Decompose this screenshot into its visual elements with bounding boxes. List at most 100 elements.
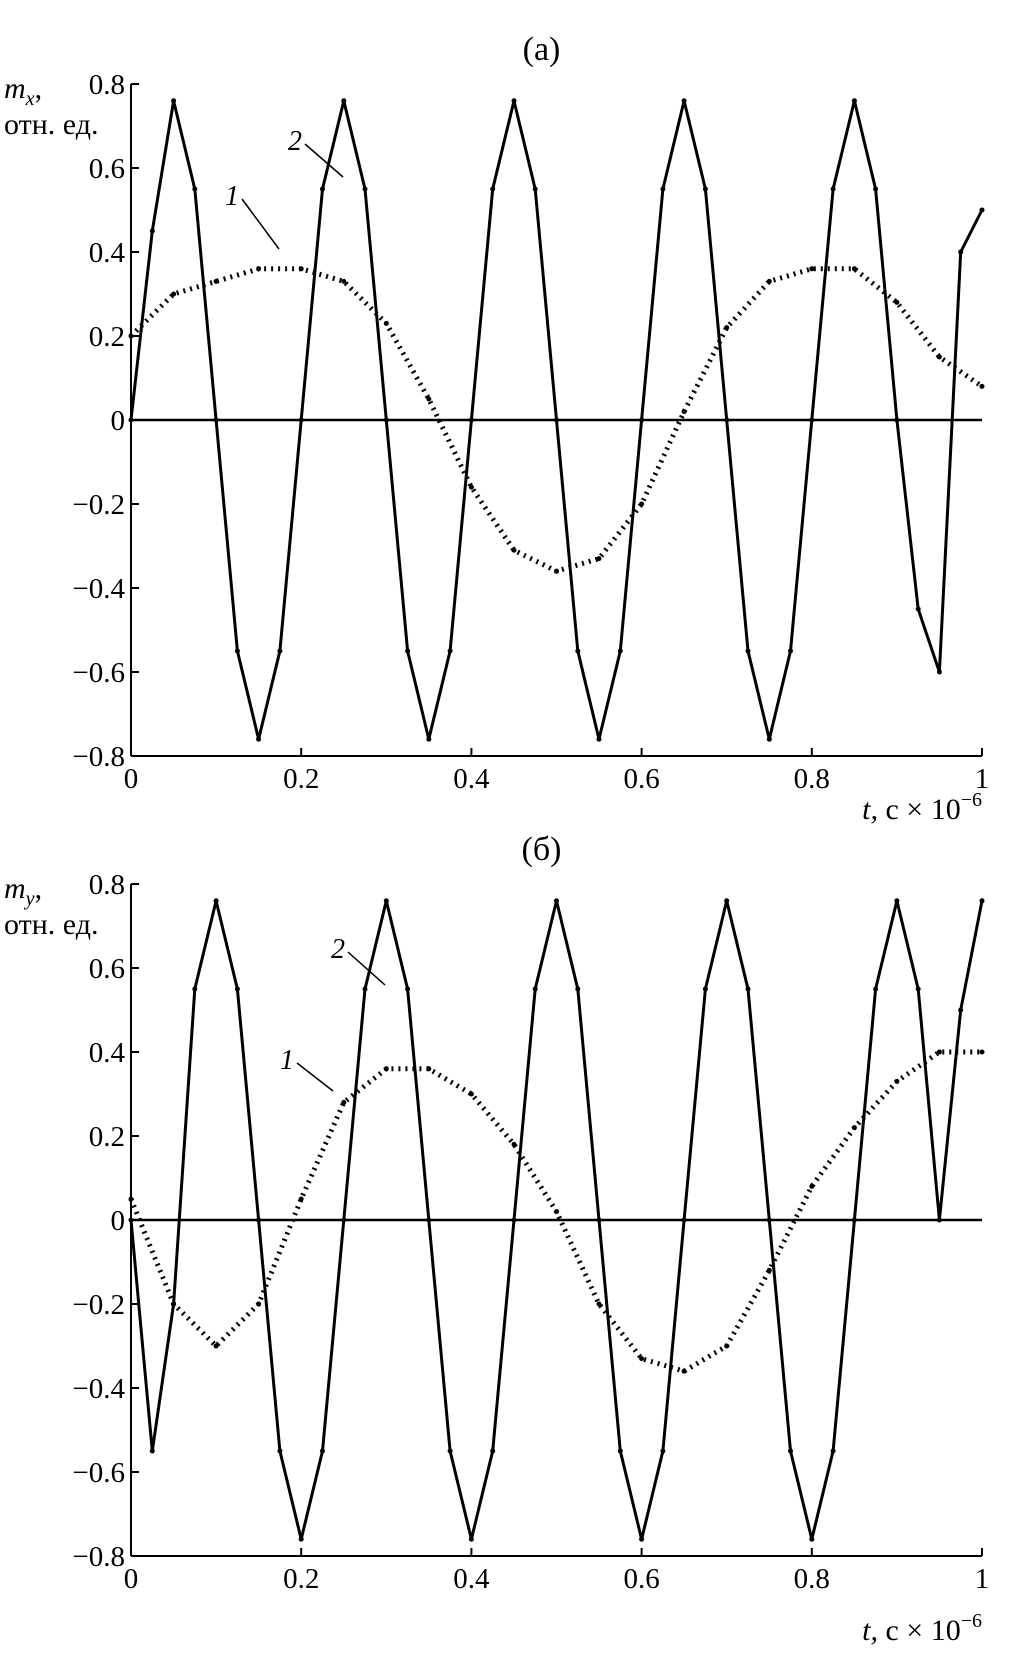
x-axis-label: t, с × 10−6 <box>862 1610 982 1647</box>
series-2-point <box>575 648 581 654</box>
x-tick-label: 0.4 <box>453 1563 490 1595</box>
series-2-point <box>873 986 879 992</box>
series-2-point <box>617 648 623 654</box>
series-2-point <box>490 186 496 192</box>
series-2-point <box>171 98 177 104</box>
series-2-point <box>277 648 283 654</box>
x-tick-label: 1 <box>975 763 990 795</box>
series-1-point <box>596 1301 602 1307</box>
x-axis-unit: с × 10 <box>885 793 960 826</box>
series-1-point <box>681 1368 687 1374</box>
series-2-label: 2 <box>331 934 345 965</box>
series-1-label: 1 <box>280 1045 294 1076</box>
series-2-point <box>234 986 240 992</box>
series-2-leader <box>347 951 386 986</box>
series-2-point <box>298 1536 304 1542</box>
series-1-point <box>554 1209 559 1215</box>
x-tick-label: 0.4 <box>453 763 490 795</box>
series-2-leader <box>304 143 344 178</box>
series-1-point <box>936 354 942 360</box>
series-2-point <box>192 986 198 992</box>
series-1-point <box>213 1343 219 1349</box>
series-1-point <box>766 278 772 284</box>
series-1-point <box>128 333 134 339</box>
series-2-point <box>490 1448 496 1454</box>
chart-panel-2: 0.80.60.40.20−0.2−0.4−0.6−0.80 0.2 0.4 0.6 0… <box>4 831 989 1647</box>
x-axis-var: t, <box>862 793 885 826</box>
y-tick-label: −0.6 <box>72 1457 125 1489</box>
series-1-point <box>979 383 985 389</box>
x-axis-exponent: −6 <box>961 1610 982 1632</box>
series-1-point <box>809 266 815 272</box>
series-2-point <box>660 1448 666 1454</box>
series-2-point <box>830 1448 836 1454</box>
y-tick-label: −0.4 <box>72 573 125 605</box>
x-tick-label: 0.2 <box>283 1563 319 1595</box>
series-1-label: 1 <box>225 181 239 212</box>
series-1-point <box>256 266 262 272</box>
y-tick-label: 0.8 <box>89 869 125 901</box>
panel-label: (б) <box>522 831 562 868</box>
y-axis-units: отн. ед. <box>4 108 98 141</box>
series-2-point <box>192 186 198 192</box>
x-tick-label: 0.6 <box>623 763 659 795</box>
x-axis-unit: с × 10 <box>885 1614 960 1647</box>
series-2-point <box>256 736 262 742</box>
series-2-point <box>468 417 474 423</box>
y-tick-label: −0.4 <box>72 1373 125 1405</box>
series-2-point <box>660 186 666 192</box>
series-2-point <box>702 186 708 192</box>
series-2-point <box>681 98 687 104</box>
x-tick-label: 0.2 <box>283 763 319 795</box>
y-tick-label: −0.2 <box>72 489 125 521</box>
x-tick-label: 0 <box>124 1563 139 1595</box>
series-2-point <box>936 669 942 675</box>
series-2-point <box>894 898 900 904</box>
series-2-point <box>915 606 921 612</box>
series-2-point <box>171 1301 177 1307</box>
y-tick-label: 0.2 <box>89 321 125 353</box>
series-2-point <box>341 98 347 104</box>
series-2-point <box>958 249 964 255</box>
series-1-leader <box>296 1062 334 1092</box>
series-2-point <box>915 986 921 992</box>
series-2-point <box>979 898 985 904</box>
series-1-point <box>596 556 602 562</box>
y-axis-comma: , <box>35 72 43 105</box>
series-2-point <box>532 986 538 992</box>
y-tick-label: 0.6 <box>89 953 125 985</box>
series-2-point <box>554 898 559 904</box>
series-1-point <box>809 1183 815 1189</box>
series-2-point <box>511 1217 517 1223</box>
series-2-point <box>958 1007 964 1013</box>
series-2-point <box>383 898 389 904</box>
series-1-point <box>979 1049 985 1055</box>
series-1-point <box>766 1267 772 1273</box>
series-2-point <box>277 1448 283 1454</box>
series-2-point <box>936 1217 942 1223</box>
series-1-point <box>298 266 304 272</box>
series-1-point <box>894 1078 900 1084</box>
series-2-point <box>320 186 325 192</box>
series-2-point <box>234 648 240 654</box>
y-tick-label: 0.4 <box>89 237 126 269</box>
y-tick-label: 0.8 <box>89 69 125 101</box>
series-2-point <box>851 98 857 104</box>
series-1-point <box>213 278 219 284</box>
y-axis-var: m <box>4 872 26 905</box>
series-1-point <box>511 547 517 553</box>
series-2-point <box>128 417 134 423</box>
series-2-point <box>575 986 581 992</box>
y-axis-comma: , <box>35 872 43 905</box>
series-2-point <box>745 986 751 992</box>
series-2-point <box>639 417 645 423</box>
x-tick-label: 0 <box>124 763 139 795</box>
series-2-point <box>788 1448 793 1454</box>
series-1-point <box>894 299 900 305</box>
series-1-point <box>936 1049 942 1055</box>
y-tick-label: −0.2 <box>72 1289 125 1321</box>
series-1-point <box>468 484 474 490</box>
series-2-point <box>511 98 517 104</box>
series-1-point <box>383 320 389 326</box>
